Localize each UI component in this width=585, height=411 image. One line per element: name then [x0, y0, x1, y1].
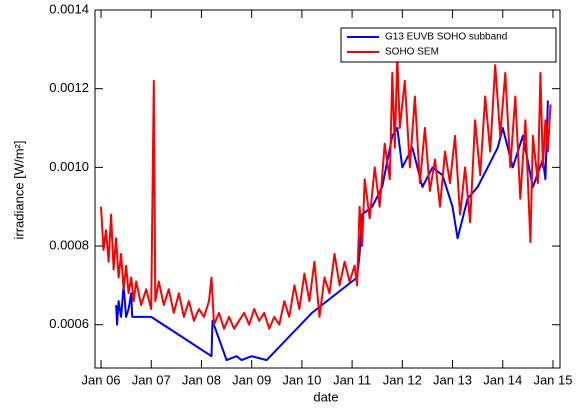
x-tick-label: Jan 11	[333, 372, 371, 387]
x-tick-label: Jan 08	[182, 372, 221, 387]
y-tick-label: 0.0006	[49, 316, 89, 331]
plot-frame	[94, 9, 561, 369]
y-axis-label: irradiance [W/m²]	[11, 141, 26, 240]
legend-label: G13 EUVB SOHO subband	[385, 32, 507, 43]
legend-label: SOHO SEM	[385, 47, 439, 58]
x-tick-label: Jan 12	[383, 372, 422, 387]
x-tick-label: Jan 09	[232, 372, 271, 387]
x-tick-label: Jan 07	[132, 372, 171, 387]
x-tick-label: Jan 10	[282, 372, 321, 387]
y-tick-label: 0.0014	[49, 1, 89, 16]
series-line	[100, 56, 552, 330]
series-line	[115, 100, 549, 362]
y-tick-label: 0.0012	[49, 80, 89, 95]
x-tick-label: Jan 14	[483, 372, 522, 387]
x-tick-label: Jan 15	[533, 372, 572, 387]
x-tick-label: Jan 06	[82, 372, 121, 387]
x-axis-label: date	[313, 389, 338, 404]
legend-box	[340, 27, 557, 63]
x-tick-label: Jan 13	[433, 372, 472, 387]
y-tick-label: 0.0010	[49, 159, 89, 174]
y-tick-label: 0.0008	[49, 237, 89, 252]
